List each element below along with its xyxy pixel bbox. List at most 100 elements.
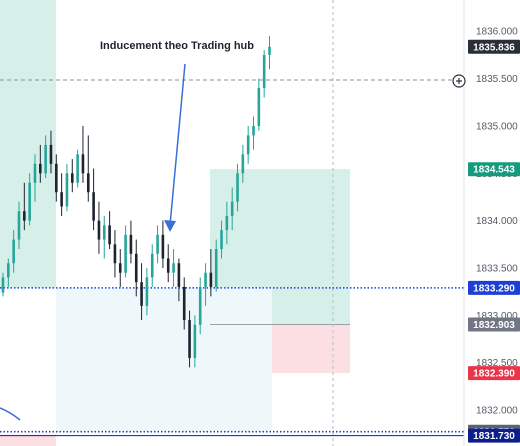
- candle: [44, 135, 47, 179]
- candle-body: [76, 154, 79, 183]
- candle: [17, 201, 21, 250]
- price-badge[interactable]: 1831.730: [468, 428, 520, 443]
- candle: [140, 263, 143, 321]
- candle: [188, 310, 191, 368]
- candle: [166, 244, 170, 283]
- candle-body: [182, 286, 186, 321]
- tick-label: 1832.000: [476, 406, 518, 417]
- candle-body: [134, 253, 138, 283]
- candle: [81, 125, 85, 183]
- candle-body: [198, 286, 202, 325]
- candle-body: [257, 88, 261, 126]
- candle-body: [108, 225, 111, 245]
- candle-body: [150, 253, 154, 278]
- tick-label: 1833.000: [476, 311, 518, 322]
- candle-body: [17, 211, 21, 240]
- candle: [118, 249, 122, 287]
- tick-label: 1833.500: [476, 263, 518, 274]
- candle: [1, 272, 5, 297]
- candle-body: [193, 324, 197, 358]
- price-badge-bg: [468, 162, 520, 177]
- candles-layer: [1, 35, 271, 368]
- candle: [70, 159, 74, 193]
- candle-body: [246, 135, 250, 155]
- crosshair-plus-button[interactable]: [452, 74, 466, 88]
- candle-body: [12, 239, 15, 264]
- candle-body: [230, 201, 234, 216]
- annotation-text: Inducement theo Trading hub: [100, 40, 254, 52]
- grid-layer: [0, 0, 464, 446]
- candle-body: [28, 182, 31, 221]
- candle-body: [172, 263, 175, 273]
- candle-body: [188, 320, 191, 358]
- annotation-arrow-line: [169, 63, 186, 226]
- candle: [124, 225, 127, 278]
- candle-body: [70, 173, 74, 183]
- candle-body: [44, 144, 47, 174]
- candle: [156, 225, 159, 264]
- candle: [28, 173, 31, 226]
- candle-body: [177, 263, 181, 287]
- price-badge[interactable]: 1833.290: [468, 280, 520, 295]
- price-badge-bg: [468, 280, 520, 295]
- candle: [268, 35, 271, 70]
- candle: [236, 163, 239, 212]
- price-badge[interactable]: 1832.903: [468, 317, 520, 332]
- candle: [252, 116, 255, 150]
- candle-body: [55, 163, 58, 193]
- candle: [193, 315, 197, 368]
- candle-body: [49, 144, 53, 164]
- candle: [134, 239, 138, 297]
- candle: [49, 130, 53, 174]
- annotation-layer: Inducement theo Trading hub: [0, 40, 254, 421]
- candle: [246, 125, 250, 164]
- tick-label: 1832.500: [476, 358, 518, 369]
- candle-body: [65, 173, 69, 207]
- candle-body: [7, 263, 10, 278]
- candle: [225, 201, 229, 245]
- candle: [55, 154, 58, 202]
- price-badge[interactable]: 1835.836: [468, 39, 520, 54]
- candle: [97, 201, 101, 254]
- price-badge[interactable]: 1832.390: [468, 366, 520, 381]
- candle: [12, 230, 15, 273]
- candle-body: [118, 263, 122, 273]
- candle-body: [145, 277, 149, 306]
- candle-body: [214, 249, 218, 287]
- annotation-arrow-head: [164, 220, 176, 232]
- candle: [129, 220, 133, 264]
- price-badge[interactable]: 1834.543: [468, 162, 520, 177]
- candle: [7, 258, 10, 287]
- candle-body: [86, 173, 90, 193]
- candle-body: [236, 173, 239, 202]
- candle: [39, 144, 42, 183]
- candle: [214, 239, 218, 292]
- candle-body: [39, 163, 42, 174]
- candle-body: [262, 54, 266, 89]
- zone-sell-zone-upper[interactable]: [0, 0, 56, 288]
- price-badge-bg: [468, 39, 520, 54]
- price-badge-bg: [468, 428, 520, 443]
- candle: [65, 163, 69, 212]
- candle: [230, 187, 234, 231]
- candle: [113, 230, 117, 278]
- candle-body: [102, 225, 106, 240]
- price-badges: 1835.836 1834.543 1833.290 1832.903 1832.390…: [468, 39, 520, 443]
- candle: [262, 50, 266, 98]
- price-badge-bg: [468, 317, 520, 332]
- zones-layer: [0, 0, 350, 446]
- price-badge-label: 1834.543: [473, 165, 515, 176]
- candle-body: [220, 230, 223, 250]
- tick-label: 1835.500: [476, 74, 518, 85]
- zone-discount-area[interactable]: [56, 287, 272, 432]
- candle-body: [225, 215, 229, 231]
- candle: [161, 220, 165, 268]
- candle: [60, 173, 63, 216]
- candle: [257, 78, 261, 131]
- candle: [86, 135, 90, 202]
- candle-body: [60, 192, 63, 207]
- tick-label: 1836.000: [476, 27, 518, 38]
- candle-body: [92, 192, 95, 221]
